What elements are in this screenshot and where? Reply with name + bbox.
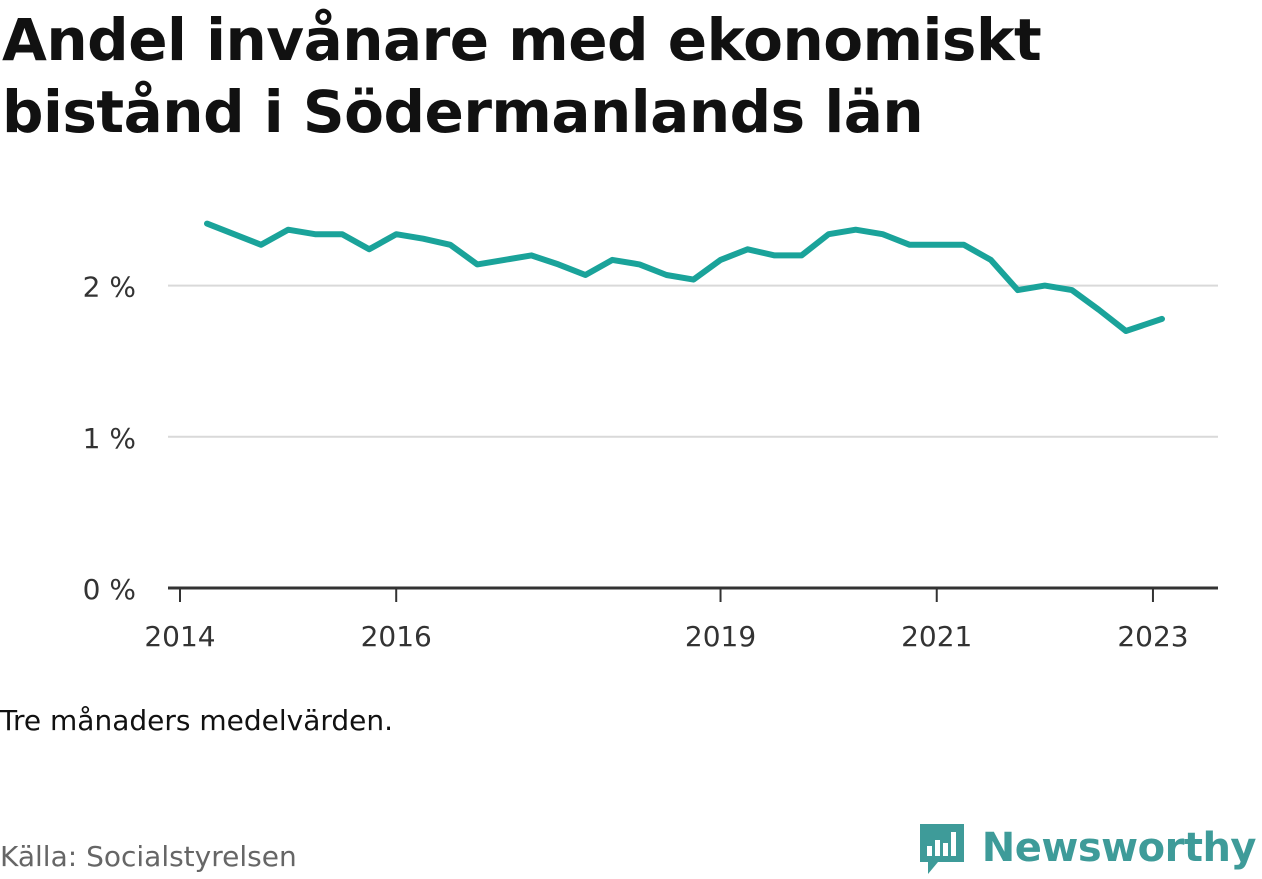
source-credit: Källa: Socialstyrelsen [0,840,297,873]
series-layer [204,220,1165,334]
y-axis-labels: 0 % 1 % 2 % [83,271,136,606]
line-chart: 0 % 1 % 2 % 2014 2016 2019 2021 2023 [83,220,1218,653]
x-tick-label: 2023 [1117,620,1188,653]
chart-title: Andel invånare med ekonomiskt bistånd i … [2,6,1042,146]
y-tick-label: 0 % [83,573,136,606]
x-tick-label: 2016 [361,620,432,653]
series-line [204,220,1165,334]
chart-note: Tre månaders medelvärden. [0,704,394,737]
grid-lines [168,284,1218,438]
y-tick-label: 1 % [83,422,136,455]
brand-name: Newsworthy [981,825,1257,871]
x-tick-label: 2019 [685,620,756,653]
x-axis [168,586,1218,602]
x-axis-labels: 2014 2016 2019 2021 2023 [144,620,1188,653]
brand-logo: Newsworthy [918,820,1257,876]
x-tick-label: 2021 [901,620,972,653]
bar-chart-speech-icon [919,824,964,874]
x-tick-label: 2014 [144,620,215,653]
y-tick-label: 2 % [83,271,136,304]
